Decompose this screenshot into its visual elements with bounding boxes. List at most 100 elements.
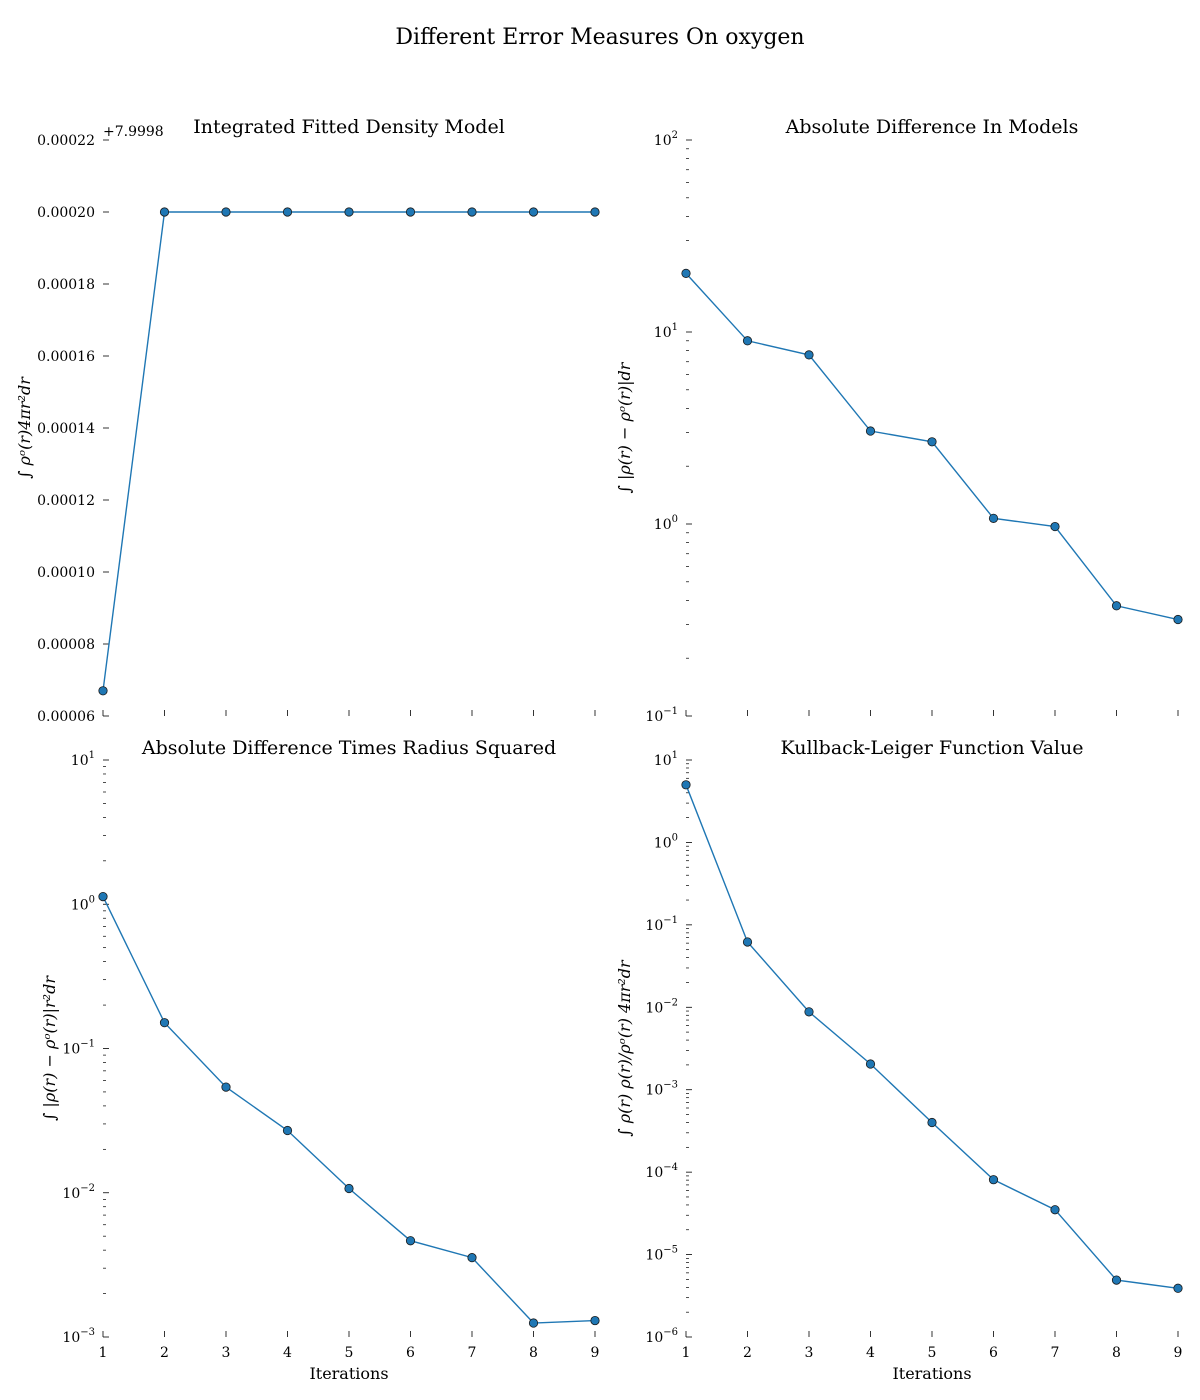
- y-tick-label: 101: [654, 322, 678, 341]
- y-tick-exponent: 2: [672, 130, 678, 141]
- y-tick-label: 10−3: [645, 1080, 678, 1099]
- y-axis-label: ∫ |ρ(r) − ρᵒ(r)|dr: [615, 361, 634, 493]
- x-tick-label: 6: [989, 1345, 998, 1361]
- data-point: [528, 1318, 539, 1328]
- data-point: [282, 1125, 293, 1136]
- x-tick-label: 5: [928, 1345, 937, 1361]
- y-tick-base: 10: [645, 1000, 663, 1016]
- data-point: [927, 437, 937, 447]
- x-axis-label: Iterations: [309, 1364, 388, 1383]
- data-point: [742, 336, 753, 346]
- y-tick-exponent: 1: [672, 322, 678, 333]
- y-tick-label: 10−6: [645, 1327, 678, 1346]
- data-point: [467, 207, 477, 217]
- y-tick-exponent: −4: [663, 1162, 678, 1173]
- y-tick-label: 0.00022: [37, 133, 95, 149]
- y-tick-label: 0.00012: [37, 493, 95, 509]
- y-tick-label: 100: [654, 832, 678, 851]
- y-tick-base: 10: [71, 753, 89, 769]
- figure-title: Different Error Measures On oxygen: [395, 25, 804, 50]
- y-tick-label: 0.00020: [37, 205, 95, 221]
- y-tick-base: 10: [645, 1083, 663, 1099]
- y-tick-base: 10: [62, 1042, 80, 1058]
- y-tick-label: 0.00014: [37, 421, 95, 437]
- data-point: [681, 268, 691, 278]
- data-point: [590, 207, 600, 217]
- data-point: [1173, 1283, 1183, 1293]
- data-point: [804, 1007, 814, 1017]
- y-tick-base: 10: [654, 133, 672, 149]
- y-tick-label: 10−2: [62, 1183, 95, 1202]
- y-tick-base: 10: [654, 753, 672, 769]
- y-tick-label: 0.00016: [37, 349, 95, 365]
- data-point: [159, 1018, 170, 1028]
- subplot-1: Integrated Fitted Density Model +7.9998 0.…: [15, 116, 600, 725]
- x-tick-label: 7: [468, 1345, 477, 1361]
- data-point: [405, 1236, 416, 1246]
- y-offset-label: +7.9998: [103, 124, 164, 140]
- y-tick-exponent: 1: [89, 750, 95, 761]
- y-tick-exponent: 0: [672, 832, 678, 843]
- y-tick-exponent: −1: [80, 1039, 95, 1050]
- y-tick-label: 10−1: [645, 915, 678, 934]
- data-point: [1111, 1275, 1122, 1285]
- x-tick-label: 8: [1112, 1345, 1121, 1361]
- x-tick-label: 8: [529, 1345, 538, 1361]
- x-tick-label: 4: [283, 1345, 292, 1361]
- y-tick-label: 10−3: [62, 1327, 95, 1346]
- y-tick-label: 10−1: [62, 1039, 95, 1058]
- x-tick-label: 1: [682, 1345, 691, 1361]
- y-tick-base: 10: [645, 709, 663, 725]
- data-point: [221, 207, 231, 217]
- data-point: [467, 1253, 477, 1263]
- x-tick-label: 2: [160, 1345, 169, 1361]
- x-tick-label: 9: [1174, 1345, 1183, 1361]
- subplot-title: Absolute Difference Times Radius Squared: [141, 737, 556, 759]
- y-tick-base: 10: [645, 1330, 663, 1346]
- y-tick-base: 10: [645, 918, 663, 934]
- y-tick-base: 10: [71, 897, 89, 913]
- y-tick-exponent: 0: [89, 894, 95, 905]
- y-tick-base: 10: [645, 1248, 663, 1264]
- data-point: [344, 207, 354, 217]
- data-point: [681, 780, 691, 790]
- data-point: [159, 207, 170, 217]
- series-line: [102, 211, 595, 691]
- y-tick-label: 0.00008: [37, 637, 95, 653]
- x-tick-label: 7: [1051, 1345, 1060, 1361]
- y-tick-label: 100: [71, 894, 95, 913]
- y-tick-exponent: −3: [663, 1080, 678, 1091]
- y-tick-exponent: −5: [663, 1245, 678, 1256]
- data-point: [221, 1082, 231, 1092]
- y-axis-label: ∫ ρᵒ(r)4πr²dr: [15, 376, 34, 479]
- y-tick-exponent: −1: [663, 915, 678, 926]
- series-line: [685, 272, 1179, 621]
- y-tick-exponent: −1: [663, 706, 678, 717]
- y-tick-label: 0.00006: [37, 709, 95, 725]
- y-tick-label: 10−2: [645, 997, 678, 1016]
- x-tick-label: 5: [345, 1345, 354, 1361]
- y-tick-base: 10: [654, 835, 672, 851]
- y-tick-label: 10−1: [645, 706, 678, 725]
- data-point: [865, 1059, 876, 1069]
- y-tick-exponent: −6: [663, 1327, 678, 1338]
- y-tick-exponent: −2: [80, 1183, 95, 1194]
- data-point: [1050, 521, 1060, 532]
- y-tick-label: 10−5: [645, 1245, 678, 1264]
- data-point: [1173, 614, 1183, 625]
- subplot-4: Kullback-Leiger Function Value10−610−510…: [615, 737, 1183, 1383]
- y-tick-base: 10: [62, 1186, 80, 1202]
- y-tick-label: 0.00018: [37, 277, 95, 293]
- subplot-2: Absolute Difference In Models10−11001011…: [615, 116, 1183, 725]
- data-point: [98, 891, 108, 902]
- x-tick-label: 3: [222, 1345, 231, 1361]
- x-tick-label: 6: [406, 1345, 415, 1361]
- x-tick-label: 9: [591, 1345, 600, 1361]
- y-tick-label: 0.00010: [37, 565, 95, 581]
- y-tick-exponent: −2: [663, 997, 678, 1008]
- y-tick-label: 100: [654, 514, 678, 533]
- y-tick-label: 102: [654, 130, 678, 149]
- data-point: [865, 426, 876, 436]
- subplot-3: Absolute Difference Times Radius Squared…: [40, 737, 600, 1383]
- data-point: [1111, 601, 1122, 611]
